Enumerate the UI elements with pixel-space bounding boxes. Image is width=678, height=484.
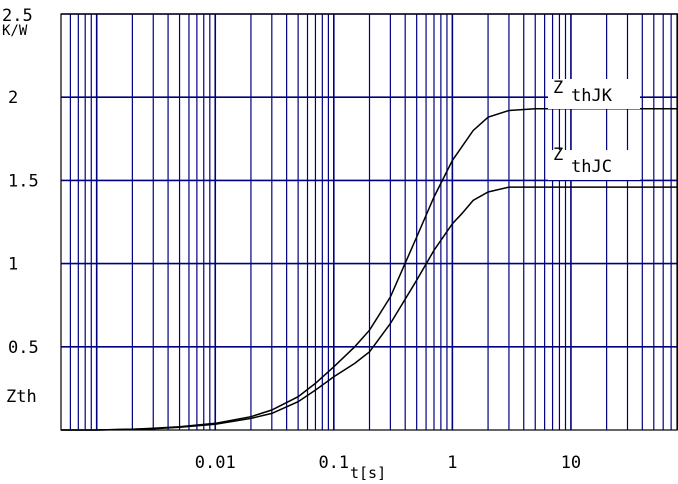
- grid: [61, 13, 678, 430]
- series-line-thjc: [61, 186, 678, 431]
- series-label-zthjk-sub: thJK: [571, 86, 613, 106]
- plot-frame: [60, 13, 678, 431]
- svg-text:Z thJC: Z thJC: [553, 145, 612, 177]
- x-tick-label: 1: [447, 453, 457, 473]
- y-tick-label: 1.5: [8, 171, 39, 191]
- series-label-zthjc-main: Z: [553, 145, 563, 165]
- series-lines: [61, 108, 678, 431]
- series-label-zthjc-sub: thJC: [571, 157, 612, 177]
- x-axis-label: t[s]: [350, 464, 386, 482]
- svg-text:Z thJK: Z thJK: [553, 78, 613, 106]
- x-tick-label: 10: [561, 453, 581, 473]
- y-tick-label: 1: [8, 255, 18, 275]
- series-label-zthjc-box: [548, 150, 640, 180]
- y-axis-label: Zth: [6, 387, 37, 407]
- y-tick-label: 2: [8, 88, 18, 108]
- y-tick-label: 2.5: [2, 6, 33, 26]
- series-label-zthjk-box: [548, 79, 640, 109]
- series-label-zthjk-main: Z: [553, 78, 563, 98]
- x-tick-label: 0.01: [195, 453, 236, 473]
- x-tick-label: 0.1: [318, 453, 349, 473]
- series-label-zthjc: Z thJC: [548, 145, 640, 180]
- y-unit-label: K/W: [2, 23, 28, 39]
- series-label-zthjk: Z thJK: [548, 78, 640, 109]
- y-tick-label: 0.5: [8, 338, 39, 358]
- tick-labels: 0.01 0.1 1 10 0.5 1 1.5 2 2.5: [2, 6, 581, 473]
